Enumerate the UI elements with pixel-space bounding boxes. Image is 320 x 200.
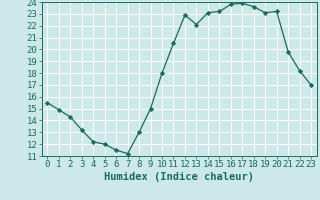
X-axis label: Humidex (Indice chaleur): Humidex (Indice chaleur) [104,172,254,182]
